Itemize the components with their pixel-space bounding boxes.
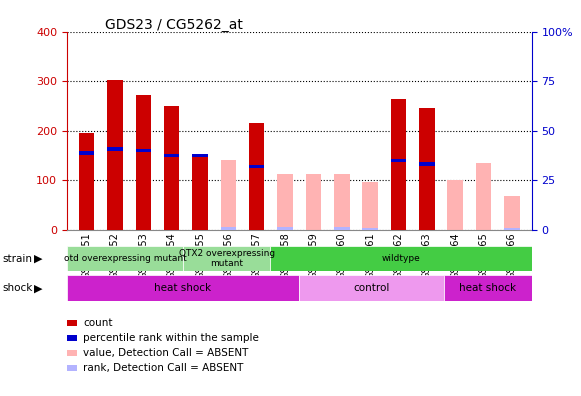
- Text: heat shock: heat shock: [460, 283, 517, 293]
- Bar: [504, 196, 519, 230]
- Bar: [79, 151, 95, 155]
- Bar: [390, 99, 406, 230]
- Bar: [221, 160, 236, 230]
- Text: wildtype: wildtype: [382, 254, 420, 263]
- Bar: [306, 174, 321, 230]
- Text: heat shock: heat shock: [155, 283, 211, 293]
- Bar: [107, 80, 123, 230]
- Bar: [249, 123, 264, 230]
- Bar: [277, 227, 293, 230]
- Text: percentile rank within the sample: percentile rank within the sample: [83, 333, 259, 343]
- Bar: [107, 147, 123, 151]
- Text: otd overexpressing mutant: otd overexpressing mutant: [63, 254, 187, 263]
- Bar: [249, 165, 264, 168]
- Bar: [192, 154, 208, 157]
- Bar: [334, 174, 350, 230]
- Text: control: control: [354, 283, 390, 293]
- Bar: [419, 162, 435, 166]
- Text: OTX2 overexpressing
mutant: OTX2 overexpressing mutant: [178, 249, 275, 268]
- Bar: [183, 246, 270, 271]
- Text: ▶: ▶: [34, 253, 42, 264]
- Bar: [363, 228, 378, 230]
- Bar: [447, 180, 463, 230]
- Bar: [476, 163, 491, 230]
- Bar: [192, 154, 208, 230]
- Bar: [135, 149, 151, 152]
- Bar: [135, 95, 151, 230]
- Bar: [79, 133, 95, 230]
- Text: rank, Detection Call = ABSENT: rank, Detection Call = ABSENT: [83, 363, 243, 373]
- Bar: [334, 227, 350, 230]
- Bar: [164, 154, 180, 157]
- Text: strain: strain: [3, 253, 33, 264]
- Bar: [504, 228, 519, 230]
- Bar: [221, 227, 236, 230]
- Bar: [270, 246, 532, 271]
- Text: ▶: ▶: [34, 283, 42, 293]
- Text: value, Detection Call = ABSENT: value, Detection Call = ABSENT: [83, 348, 249, 358]
- Bar: [277, 174, 293, 230]
- Bar: [363, 182, 378, 230]
- Bar: [299, 275, 444, 301]
- Text: GDS23 / CG5262_at: GDS23 / CG5262_at: [105, 18, 243, 32]
- Text: count: count: [83, 318, 113, 328]
- Bar: [390, 159, 406, 162]
- Bar: [164, 106, 180, 230]
- Bar: [67, 246, 183, 271]
- Text: shock: shock: [3, 283, 33, 293]
- Bar: [444, 275, 532, 301]
- Bar: [419, 109, 435, 230]
- Bar: [67, 275, 299, 301]
